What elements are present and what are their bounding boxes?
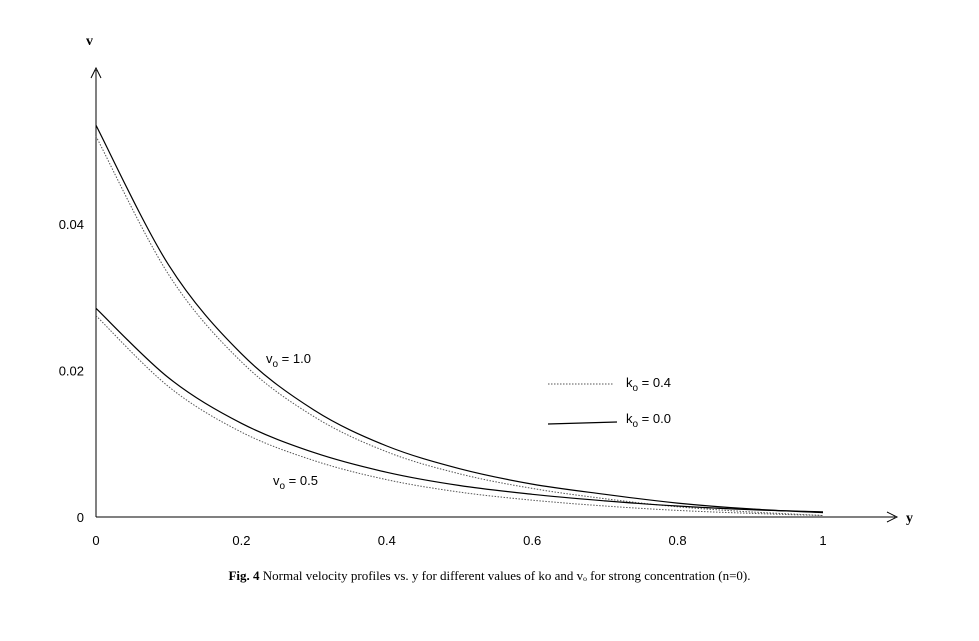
curve-line-dotted-3 bbox=[95, 315, 824, 516]
annotation-vo-05-value: = 0.5 bbox=[285, 473, 318, 488]
x-tick-label: 0.6 bbox=[523, 533, 541, 548]
curves bbox=[95, 125, 824, 516]
legend-ko-04-value: = 0.4 bbox=[638, 375, 671, 390]
legend-ko-00-prefix: k bbox=[626, 411, 633, 426]
x-tick-label: 0 bbox=[92, 533, 99, 548]
svg-text:ko = 0.0: ko = 0.0 bbox=[626, 411, 671, 430]
svg-text:ko = 0.4: ko = 0.4 bbox=[626, 375, 671, 394]
x-axis-arrow bbox=[886, 511, 899, 523]
annotation-vo-1-sub: o bbox=[273, 359, 279, 370]
y-tick-label: 0.02 bbox=[59, 364, 84, 379]
axes: y v bbox=[86, 34, 913, 526]
svg-text:vo = 0.5: vo = 0.5 bbox=[273, 473, 318, 492]
legend: ko = 0.4 ko = 0.0 bbox=[547, 375, 671, 430]
annotation-vo-05: vo = 0.5 bbox=[273, 473, 318, 492]
annotation-vo-05-sub: o bbox=[280, 481, 286, 492]
legend-ko-00-sub: o bbox=[633, 419, 639, 430]
caption-text: Normal velocity profiles vs. y for diffe… bbox=[259, 568, 751, 583]
legend-ko-00-value: = 0.0 bbox=[638, 411, 671, 426]
x-tick-label: 1 bbox=[819, 533, 826, 548]
y-axis-label: v bbox=[86, 34, 93, 49]
y-tick-label: 0 bbox=[77, 510, 84, 525]
legend-ko-04-sub: o bbox=[633, 383, 639, 394]
x-tick-label: 0.2 bbox=[232, 533, 250, 548]
figure-caption: Fig. 4 Normal velocity profiles vs. y fo… bbox=[0, 568, 979, 584]
annotation-vo-1-prefix: v bbox=[266, 351, 273, 366]
annotation-vo-05-prefix: v bbox=[273, 473, 280, 488]
legend-ko-04-prefix: k bbox=[626, 375, 633, 390]
annotation-vo-1-value: = 1.0 bbox=[278, 351, 311, 366]
x-axis-label: y bbox=[906, 511, 913, 526]
x-tick-label: 0.4 bbox=[378, 533, 396, 548]
caption-label: Fig. 4 bbox=[228, 568, 260, 583]
legend-swatch-solid bbox=[547, 421, 618, 425]
y-tick-label: 0.04 bbox=[59, 217, 84, 232]
annotation-vo-1: vo = 1.0 bbox=[266, 351, 311, 370]
y-axis-arrow bbox=[90, 66, 102, 79]
curve-line-solid-2 bbox=[95, 307, 824, 513]
svg-text:vo = 1.0: vo = 1.0 bbox=[266, 351, 311, 370]
legend-item-ko-04: ko = 0.4 bbox=[548, 375, 671, 394]
legend-item-ko-00: ko = 0.0 bbox=[547, 411, 671, 430]
curve-line-solid-0 bbox=[95, 125, 824, 514]
x-tick-label: 0.8 bbox=[669, 533, 687, 548]
tick-labels: 0 0.2 0.4 0.6 0.8 1 0 0.02 0.04 bbox=[59, 217, 827, 548]
curve-line-dotted-1 bbox=[95, 136, 824, 516]
